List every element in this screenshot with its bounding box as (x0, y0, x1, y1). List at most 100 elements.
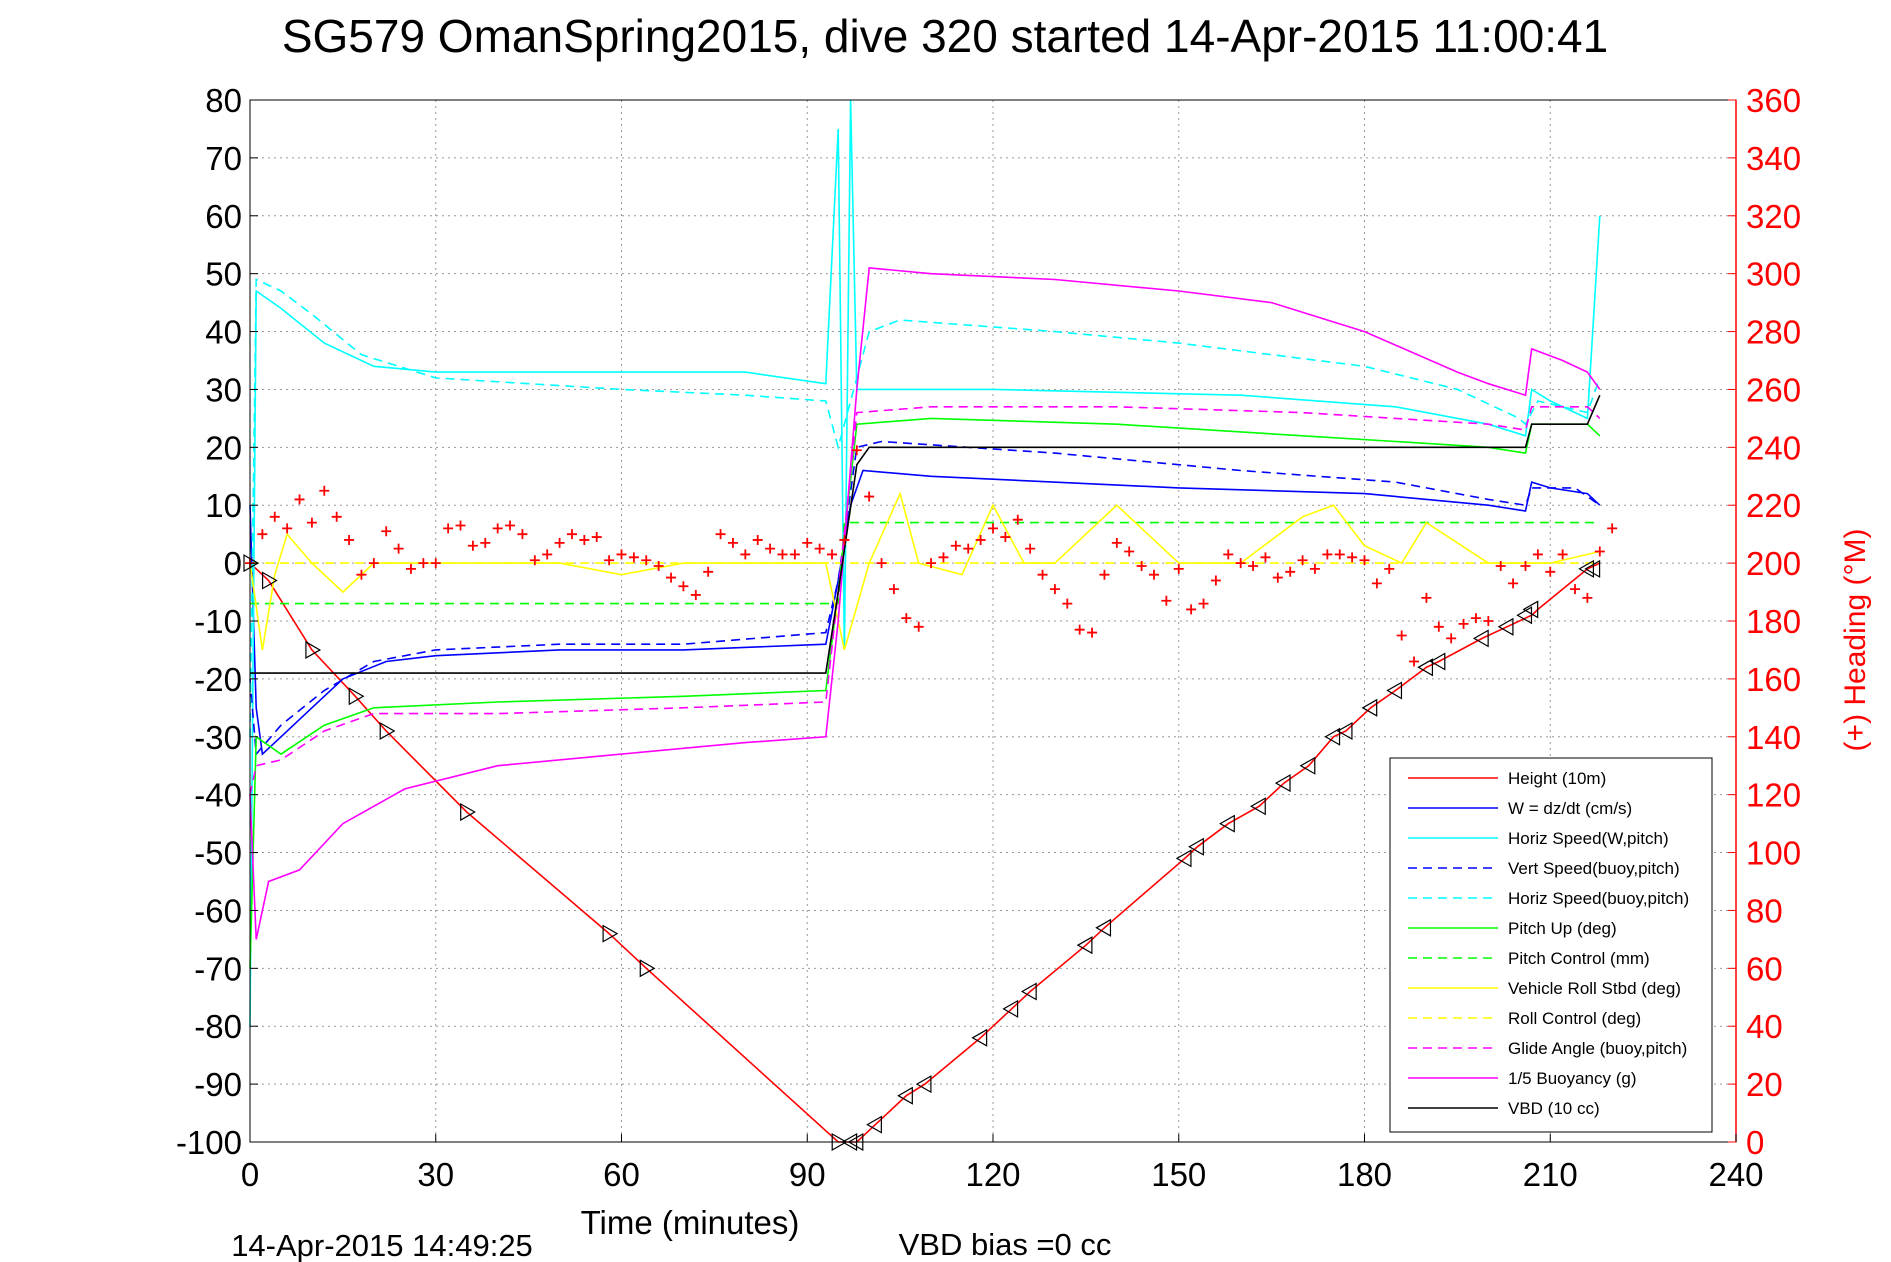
legend: Height (10m) W = dz/dt (cm/s) Horiz Speed(… (1389, 757, 1713, 1133)
legend-label-5: Pitch Up (deg) (1508, 919, 1617, 938)
depth-marker (1522, 600, 1539, 619)
heading-point (1173, 563, 1184, 574)
heading-point (666, 572, 677, 583)
y-tick-label: -60 (194, 892, 242, 929)
heading-point (566, 529, 577, 540)
heading-point (913, 621, 924, 632)
legend-label-11: VBD (10 cc) (1508, 1099, 1600, 1118)
x-tick-label: 210 (1523, 1156, 1578, 1193)
heading-point (1495, 561, 1506, 572)
y-tick-label: -70 (194, 950, 242, 987)
heading-point (616, 549, 627, 560)
heading-point (1099, 569, 1110, 580)
y-tick-label: 30 (205, 371, 242, 408)
depth-marker (1516, 606, 1533, 625)
series-line-10 (249, 267, 1601, 940)
heading-point (1161, 595, 1172, 606)
heading-point (876, 558, 887, 569)
y-tick-label: 50 (205, 256, 242, 293)
depth-marker (1095, 918, 1112, 937)
heading-point (356, 569, 367, 580)
depth-marker (261, 571, 278, 590)
y2-tick-label: 260 (1746, 371, 1801, 408)
heading-point (1025, 543, 1036, 554)
legend-box (1389, 757, 1713, 1133)
depth-marker (1219, 814, 1235, 833)
heading-point (1396, 630, 1407, 641)
y2-tick-label: 160 (1746, 661, 1801, 698)
heading-point (542, 549, 553, 560)
legend-label-8: Roll Control (deg) (1508, 1009, 1641, 1028)
heading-point (393, 543, 404, 554)
depth-marker (866, 1115, 882, 1134)
heading-point (950, 540, 961, 551)
series-layer (249, 99, 1601, 1143)
y-tick-label: 70 (205, 140, 242, 177)
depth-marker (1020, 982, 1037, 1001)
y2-tick-label: 120 (1746, 777, 1801, 814)
heading-point (1545, 566, 1556, 577)
depth-marker (1336, 721, 1353, 741)
y-tick-label: -100 (176, 1124, 242, 1161)
heading-point (1384, 563, 1395, 574)
footer-vbd-bias: VBD bias =0 cc (899, 1227, 1112, 1262)
depth-marker (602, 924, 619, 943)
heading-point (1260, 552, 1271, 563)
heading-point (802, 537, 813, 548)
heading-point (344, 534, 355, 545)
heading-point (579, 534, 590, 545)
heading-point (1198, 598, 1209, 609)
heading-point (740, 549, 751, 560)
heading-point (1483, 616, 1494, 626)
y2-tick-label: 340 (1746, 140, 1801, 177)
depth-marker (1324, 727, 1341, 746)
heading-point (851, 445, 862, 456)
y2-tick-label: 240 (1746, 429, 1801, 466)
x-axis-label: Time (minutes) (581, 1204, 800, 1241)
y-tick-label: -30 (194, 719, 242, 756)
heading-point (1309, 563, 1320, 574)
heading-point (1446, 633, 1457, 644)
heading-point (1371, 578, 1382, 589)
heading-point (678, 581, 689, 592)
depth-marker (1188, 837, 1204, 856)
depth-marker (1250, 797, 1266, 816)
heading-point (1087, 627, 1098, 638)
heading-point (443, 523, 454, 534)
x-tick-label: 180 (1337, 1156, 1392, 1193)
heading-point (1223, 549, 1234, 560)
y2-tick-label: 300 (1746, 256, 1801, 293)
heading-point (1074, 624, 1085, 635)
axis-labels: 0 30 60 90 120 150 180 210 24080706050403020100-… (176, 82, 1801, 1193)
heading-point (418, 558, 429, 569)
heading-point (1049, 584, 1060, 595)
y2-tick-label: 280 (1746, 314, 1801, 351)
legend-label-0: Height (10m) (1508, 769, 1606, 788)
legend-label-3: Vert Speed(buoy,pitch) (1508, 859, 1680, 878)
heading-point (405, 563, 416, 574)
heading-point (703, 566, 714, 577)
heading-point (1359, 555, 1370, 566)
y-tick-label: -90 (194, 1066, 242, 1103)
heading-point (368, 558, 379, 569)
heading-point (1037, 569, 1048, 580)
heading-point (1285, 566, 1296, 577)
y-tick-label: -20 (194, 661, 242, 698)
y-tick-label: -50 (194, 835, 242, 872)
depth-marker (305, 640, 322, 659)
right-axis-label: (+) Heading (°M) (1839, 529, 1872, 752)
y-tick-label: 40 (205, 314, 242, 351)
heading-point (641, 555, 652, 566)
depth-marker (1361, 698, 1378, 717)
depth-marker (1417, 658, 1434, 677)
legend-label-9: Glide Angle (buoy,pitch) (1508, 1039, 1687, 1058)
heading-point (1062, 598, 1073, 609)
x-tick-label: 90 (789, 1156, 826, 1193)
y2-tick-label: 40 (1746, 1008, 1783, 1045)
heading-layer (245, 445, 1618, 667)
depth-marker (1076, 936, 1093, 955)
heading-point (517, 529, 528, 540)
heading-point (319, 485, 330, 496)
heading-point (752, 534, 763, 545)
heading-point (1421, 592, 1432, 603)
